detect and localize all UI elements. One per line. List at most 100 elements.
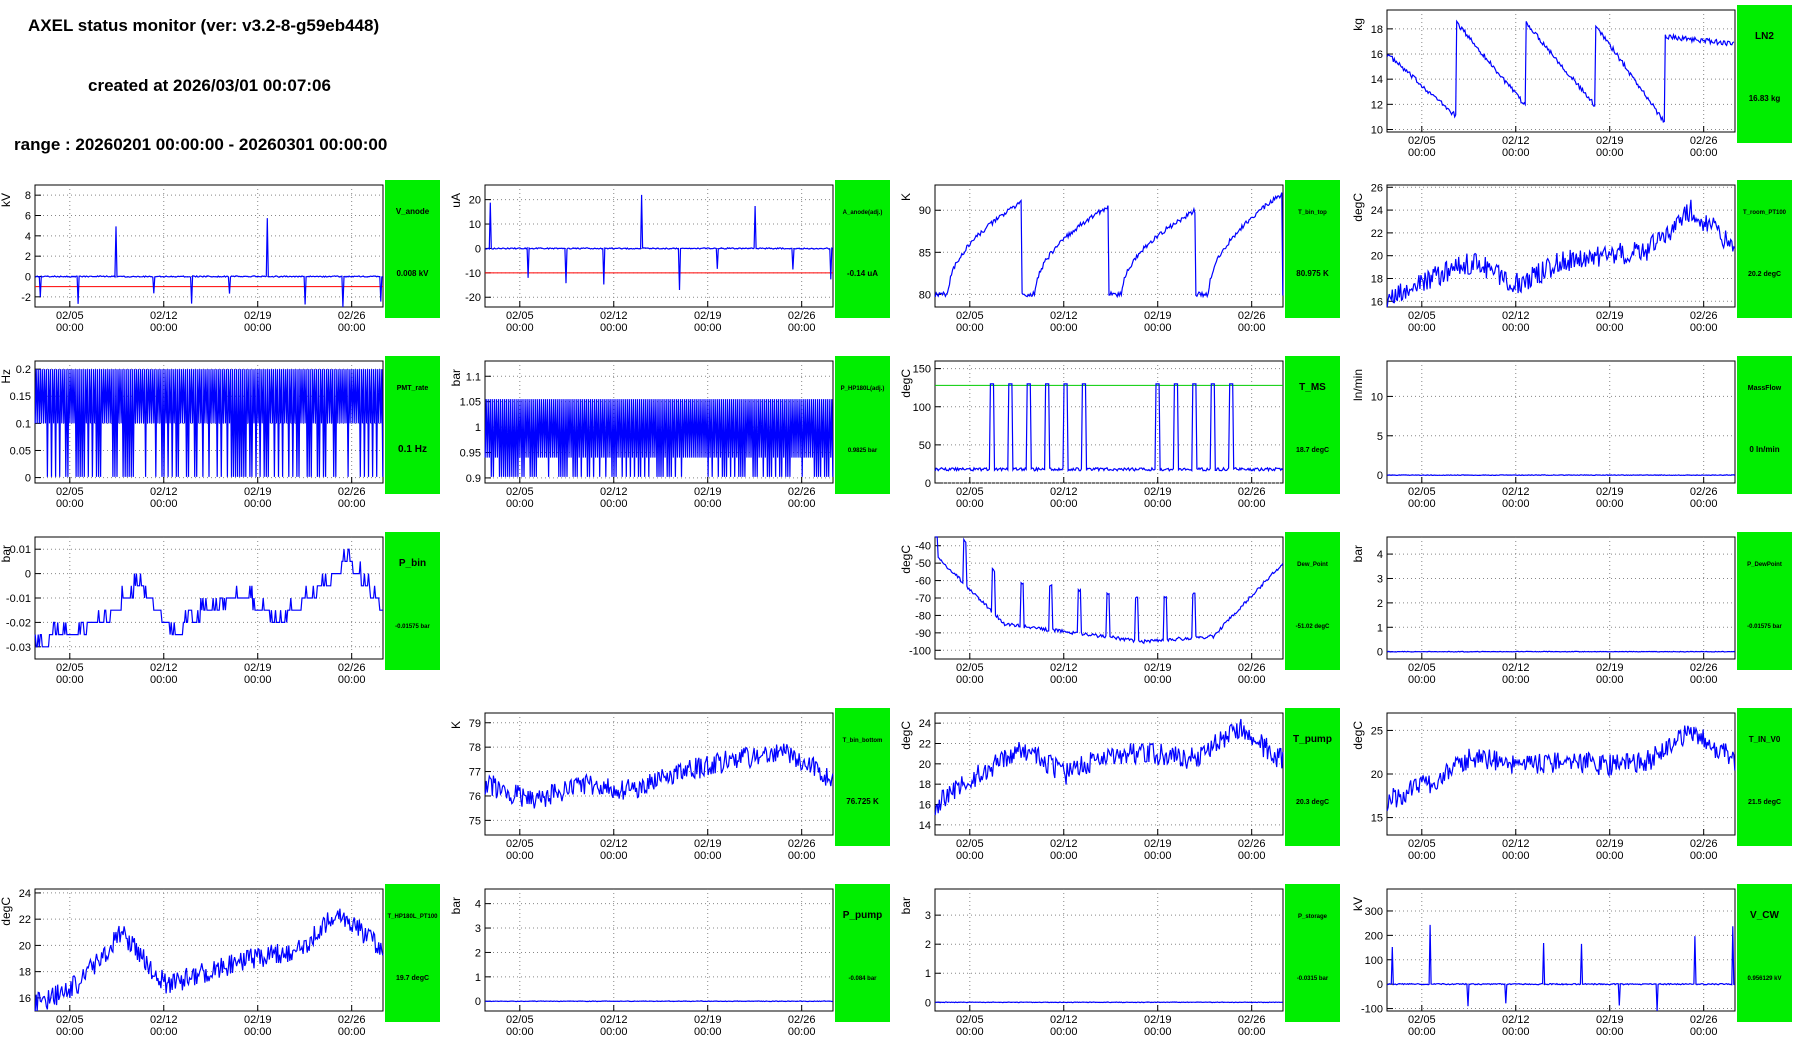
x-tick-label: 02/26: [788, 1014, 816, 1026]
created-timestamp: created at 2026/03/01 00:07:06: [88, 76, 331, 95]
x-tick-label: 02/19: [244, 486, 272, 498]
x-tick-label: 02/26: [1690, 310, 1718, 322]
x-tick-label: 00:00: [1050, 850, 1078, 862]
x-tick-label: 02/26: [1238, 662, 1266, 674]
chart-panel: 0.9 0.95 1 1.05 1.1 02/05 00:00 02/12 00:00 02/19…: [449, 356, 890, 510]
badge-value: -0.14 uA: [847, 269, 878, 278]
badge-channel-name: T_bin_bottom: [843, 738, 883, 744]
data-series: [1386, 650, 1735, 653]
data-series: [1386, 19, 1735, 123]
y-tick-label: 16: [1371, 296, 1383, 308]
x-tick-label: 02/05: [956, 310, 984, 322]
x-tick-label: 02/12: [600, 486, 628, 498]
badge-value: 16.83 kg: [1749, 94, 1781, 103]
plot-frame: [484, 888, 834, 1012]
chart-svg: 051002/0500:0002/1200:0002/1900:0002/260…: [1351, 356, 1792, 510]
y-tick-label: -80: [915, 610, 931, 622]
y-tick-label: 80: [919, 289, 931, 301]
x-tick-label: 02/19: [244, 662, 272, 674]
x-tick-label: 00:00: [1144, 498, 1172, 510]
chart-panel: 15 20 25 02/05 00:00 02/12 00:00 02/19 00:00 02/2…: [1351, 708, 1792, 862]
y-tick-label: 0.95: [460, 448, 481, 460]
x-tick-label: 02/19: [1596, 662, 1624, 674]
page-title: AXEL status monitor (ver: v3.2-8-g59eb44…: [28, 16, 380, 35]
y-tick-label: 20: [469, 195, 481, 207]
y-tick-label: 26: [1371, 182, 1383, 194]
x-tick-label: 00:00: [150, 322, 178, 334]
chart-panel: -100 0 100 200 300 02/05 00:00 02/12 00:00 02/19 0…: [1351, 884, 1792, 1038]
x-tick-label: 02/12: [1502, 486, 1530, 498]
x-tick-label: 00:00: [1596, 674, 1624, 686]
badge-channel-name: T_bin_top: [1298, 210, 1327, 216]
status-badge: [385, 356, 440, 494]
y-tick-label: 1: [1377, 622, 1383, 634]
y-tick-label: 0.01: [10, 544, 31, 556]
y-tick-label: -100: [1361, 1004, 1383, 1016]
x-tick-label: 02/19: [1596, 486, 1624, 498]
chart-svg: 101214161802/0500:0002/1200:0002/1900:00…: [1351, 5, 1792, 159]
x-tick-label: 02/19: [1596, 135, 1624, 147]
data-series: [484, 399, 834, 477]
x-tick-label: 00:00: [1144, 1026, 1172, 1038]
x-tick-label: 00:00: [788, 1026, 816, 1038]
chart-svg: 05010015002/0500:0002/1200:0002/1900:000…: [899, 356, 1340, 510]
x-tick-label: 02/05: [56, 1014, 84, 1026]
status-badge: [835, 884, 890, 1022]
status-badge: [835, 708, 890, 846]
y-tick-label: 3: [925, 910, 931, 922]
x-tick-label: 00:00: [1050, 1026, 1078, 1038]
y-tick-label: 0.2: [16, 364, 31, 376]
badge-value: -0.084 bar: [848, 976, 877, 982]
y-tick-label: -0.03: [6, 642, 31, 654]
plot-frame: [484, 184, 834, 308]
x-tick-label: 00:00: [338, 1026, 366, 1038]
x-tick-label: 02/05: [956, 486, 984, 498]
x-tick-label: 02/05: [56, 486, 84, 498]
y-tick-label: 1.1: [466, 371, 481, 383]
y-tick-label: 16: [919, 800, 931, 812]
y-tick-label: 1: [475, 422, 481, 434]
data-series: [934, 718, 1284, 816]
x-tick-label: 00:00: [1502, 498, 1530, 510]
chart-svg: -20-100102002/0500:0002/1200:0002/1900:0…: [449, 180, 890, 334]
chart-svg: 757677787902/0500:0002/1200:0002/1900:00…: [449, 708, 890, 862]
x-tick-label: 02/26: [788, 310, 816, 322]
x-tick-label: 00:00: [338, 674, 366, 686]
x-tick-label: 00:00: [1408, 674, 1436, 686]
y-tick-label: 20: [19, 940, 31, 952]
y-tick-label: 1: [925, 968, 931, 980]
status-badge: [1737, 884, 1792, 1022]
x-tick-label: 02/26: [1238, 486, 1266, 498]
x-tick-label: 02/26: [788, 486, 816, 498]
y-tick-label: 14: [1371, 74, 1383, 86]
status-badge: [1737, 356, 1792, 494]
status-badge: [385, 180, 440, 318]
plot-frame: [1386, 9, 1736, 133]
x-tick-label: 00:00: [244, 674, 272, 686]
y-tick-label: 2: [25, 251, 31, 263]
x-tick-label: 00:00: [56, 1026, 84, 1038]
badge-value: 19.7 degC: [396, 975, 429, 982]
data-series: [484, 743, 834, 809]
x-tick-label: 00:00: [1502, 674, 1530, 686]
x-tick-label: 00:00: [56, 674, 84, 686]
chart-panel: 0 0.05 0.1 0.15 0.2 02/05 00:00 02/12 00:00 02/19…: [0, 356, 440, 510]
badge-channel-name: MassFlow: [1748, 385, 1782, 392]
data-series: [34, 908, 384, 1012]
y-axis-unit: Hz: [0, 369, 13, 384]
y-axis-unit: degC: [899, 545, 913, 574]
chart-panel: 0 1 2 3 02/05 00:00 02/12 00:00 02/19 00:00 02/26 0…: [899, 884, 1340, 1038]
y-tick-label: 15: [1371, 813, 1383, 825]
y-tick-label: 22: [1371, 228, 1383, 240]
chart-panel: -0.03 -0.02 -0.01 0 0.01 02/05 00:00 02/12 00:00…: [0, 532, 440, 686]
badge-channel-name: PMT_rate: [397, 385, 429, 392]
y-tick-label: 200: [1365, 930, 1383, 942]
x-tick-label: 00:00: [1408, 498, 1436, 510]
x-tick-label: 00:00: [1502, 850, 1530, 862]
x-tick-label: 00:00: [1596, 850, 1624, 862]
x-tick-label: 02/19: [1144, 1014, 1172, 1026]
x-tick-label: 02/12: [600, 1014, 628, 1026]
y-axis-unit: degC: [0, 897, 13, 926]
data-series: [934, 192, 1284, 299]
x-tick-label: 00:00: [56, 322, 84, 334]
